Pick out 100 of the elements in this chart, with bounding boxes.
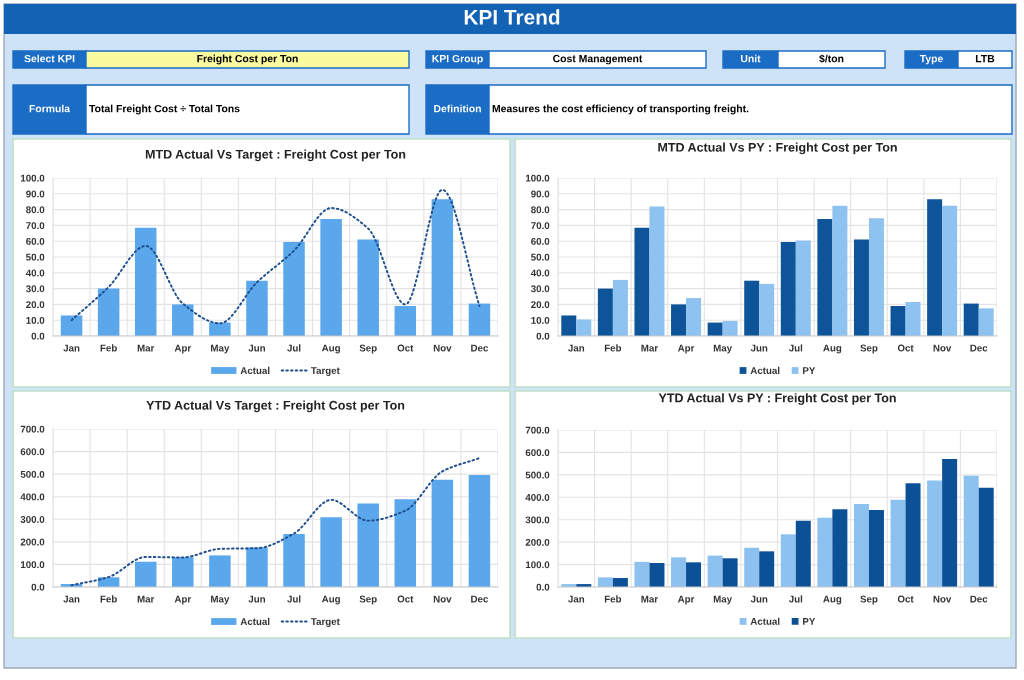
bar xyxy=(744,547,760,587)
y-tick-label: 20.0 xyxy=(26,301,45,309)
bar xyxy=(780,241,796,336)
x-tick-label: Apr xyxy=(677,344,695,354)
bar xyxy=(978,308,994,336)
x-tick-label: Jun xyxy=(248,344,265,352)
text: KPI Group xyxy=(432,54,483,65)
y-tick-label: 10.0 xyxy=(26,316,45,324)
x-tick-label: May xyxy=(211,344,230,354)
chart-title: YTD Actual Vs Target : Freight Cost per Ton xyxy=(146,400,405,413)
x-tick-label: Apr xyxy=(174,595,192,605)
x-tick-label: Aug xyxy=(321,344,340,354)
y-tick-label: 100.0 xyxy=(525,561,550,569)
legend-label: PY xyxy=(803,367,816,374)
bar xyxy=(853,239,869,336)
bar xyxy=(597,577,613,587)
legend-label: Actual xyxy=(750,366,780,375)
bar xyxy=(649,563,665,587)
bar xyxy=(172,557,194,587)
bar xyxy=(357,503,379,587)
x-tick-label: Jul xyxy=(287,595,301,603)
x-tick-label: Jan xyxy=(568,344,585,352)
y-tick-label: 500.0 xyxy=(20,470,45,478)
legend-label: PY xyxy=(803,618,816,625)
text: Cost Management xyxy=(553,54,643,65)
y-tick-label: 500.0 xyxy=(525,471,550,479)
bar xyxy=(905,483,921,587)
bar xyxy=(357,239,379,336)
y-tick-label: 60.0 xyxy=(531,237,550,245)
bar xyxy=(832,205,848,336)
y-tick-label: 200.0 xyxy=(525,538,550,546)
y-tick-label: 10.0 xyxy=(531,316,550,324)
x-tick-label: Sep xyxy=(359,344,377,354)
x-tick-label: Jul xyxy=(788,344,803,352)
legend-label: Actual xyxy=(240,366,270,375)
bar xyxy=(576,319,592,336)
bar xyxy=(468,475,491,587)
text: Select KPI xyxy=(24,54,75,63)
bar xyxy=(134,561,157,587)
bar xyxy=(394,499,417,587)
bar xyxy=(134,227,157,336)
bar xyxy=(97,288,120,336)
x-tick-label: Jun xyxy=(248,595,265,603)
x-tick-label: Mar xyxy=(137,595,155,603)
y-tick-label: 90.0 xyxy=(531,190,550,198)
line-series xyxy=(70,457,481,587)
bar xyxy=(868,510,884,587)
text: Measures the cost efficiency of transporting freight. xyxy=(492,104,749,115)
bar xyxy=(60,315,83,336)
y-tick-label: 100.0 xyxy=(525,174,550,182)
x-tick-label: Feb xyxy=(100,344,117,352)
x-tick-label: Mar xyxy=(641,595,658,603)
y-tick-label: 0.0 xyxy=(536,332,550,340)
x-tick-label: Dec xyxy=(471,344,489,352)
bar xyxy=(927,480,943,587)
legend-label: Target xyxy=(310,367,340,376)
text: KPI Trend xyxy=(464,9,560,25)
x-tick-label: Apr xyxy=(677,595,695,605)
legend-label: Actual xyxy=(240,617,270,626)
bar xyxy=(468,303,491,336)
text: $/ton xyxy=(819,54,844,63)
x-tick-label: Aug xyxy=(321,595,340,605)
bar xyxy=(963,303,979,336)
text: Type xyxy=(919,55,943,65)
bar xyxy=(832,509,848,587)
bar xyxy=(283,533,305,587)
y-tick-label: 90.0 xyxy=(26,190,45,198)
y-tick-label: 60.0 xyxy=(26,237,45,245)
bar xyxy=(283,241,305,336)
x-tick-label: Nov xyxy=(433,595,452,603)
bar xyxy=(780,534,796,587)
bar xyxy=(431,479,454,587)
y-tick-label: 50.0 xyxy=(26,253,45,261)
y-tick-label: 0.0 xyxy=(536,583,550,591)
x-tick-label: Aug xyxy=(823,344,842,354)
bar xyxy=(671,557,687,587)
bar xyxy=(634,561,650,587)
y-tick-label: 100.0 xyxy=(20,174,45,182)
y-tick-label: 600.0 xyxy=(525,449,550,457)
x-tick-label: Feb xyxy=(100,595,117,603)
x-tick-label: Oct xyxy=(897,595,914,603)
chart-title: MTD Actual Vs PY : Freight Cost per Ton xyxy=(658,142,897,155)
x-tick-label: Oct xyxy=(897,344,914,352)
x-tick-label: Aug xyxy=(823,595,842,605)
bar xyxy=(722,558,738,587)
x-tick-label: Oct xyxy=(397,344,414,352)
text: Formula xyxy=(29,104,71,113)
bar xyxy=(431,199,454,336)
bar xyxy=(634,227,650,336)
x-tick-label: Jan xyxy=(63,344,80,352)
x-tick-label: Feb xyxy=(604,344,622,352)
bar xyxy=(686,298,702,336)
y-tick-label: 70.0 xyxy=(26,222,45,230)
y-tick-label: 0.0 xyxy=(31,583,45,591)
bar xyxy=(868,218,884,336)
x-tick-label: Sep xyxy=(359,595,377,605)
legend-label: Target xyxy=(310,618,340,627)
y-tick-label: 70.0 xyxy=(531,222,550,230)
x-tick-label: Dec xyxy=(471,595,489,603)
bar xyxy=(942,205,958,336)
